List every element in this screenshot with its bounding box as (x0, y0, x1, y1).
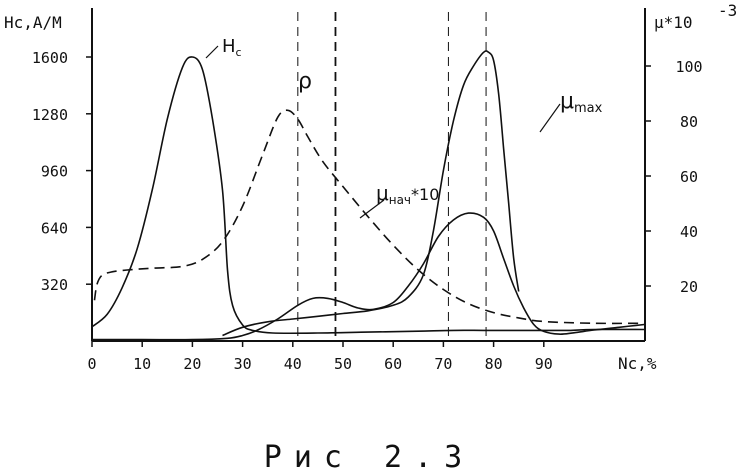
x-tick-label: 0 (87, 355, 96, 373)
label-leader (539, 103, 561, 133)
x-tick-label: 30 (234, 355, 252, 373)
y-right-axis-exponent: -3 (718, 1, 737, 20)
x-tick-label: 10 (133, 355, 151, 373)
y-left-tick-label: 960 (41, 163, 68, 181)
y-right-tick-label: 40 (680, 223, 698, 241)
curve-label: μнач*10 (376, 181, 439, 207)
y-right-tick-label: 100 (675, 58, 702, 76)
x-tick-label: 80 (485, 355, 503, 373)
axes (91, 8, 646, 342)
y-left-tick-label: 1600 (32, 49, 68, 67)
x-tick-label: 60 (384, 355, 402, 373)
tick-labels: 0 10 20 30 40 50 60 70 80 90 320 640 960 1280 1600 20 40… (4, 1, 737, 373)
curve-label: μmax (560, 89, 603, 116)
y-right-tick-label: 20 (680, 278, 698, 296)
x-axis-label: Nc,% (618, 354, 657, 373)
curve-label: ρ (298, 69, 312, 94)
y-left-tick-label: 320 (41, 276, 68, 294)
y-left-axis-label: Hc,A/M (4, 13, 62, 32)
guide-lines (297, 12, 487, 341)
series-line (91, 56, 645, 335)
label-leader (359, 199, 385, 219)
label-leader (205, 45, 219, 59)
figure-caption: Рис 2.3 (263, 440, 475, 475)
x-tick-label: 50 (334, 355, 352, 373)
y-right-tick-label: 60 (680, 168, 698, 186)
y-right-tick-label: 80 (680, 113, 698, 131)
x-tick-label: 40 (284, 355, 302, 373)
chart: 0 10 20 30 40 50 60 70 80 90 320 640 960 1280 1600 20 40… (4, 1, 737, 373)
y-left-tick-label: 1280 (32, 106, 68, 124)
curve-label: Hc (222, 36, 242, 59)
series-line (93, 109, 645, 325)
x-tick-label: 20 (183, 355, 201, 373)
curve-labels: Hc ρ μнач*10 μmax (205, 36, 603, 219)
curves (91, 50, 645, 341)
y-left-tick-label: 640 (41, 219, 68, 237)
series-line (222, 50, 520, 337)
x-tick-label: 70 (434, 355, 452, 373)
series-line (92, 212, 645, 341)
x-tick-label: 90 (535, 355, 553, 373)
y-right-axis-label: μ*10 (654, 13, 693, 32)
